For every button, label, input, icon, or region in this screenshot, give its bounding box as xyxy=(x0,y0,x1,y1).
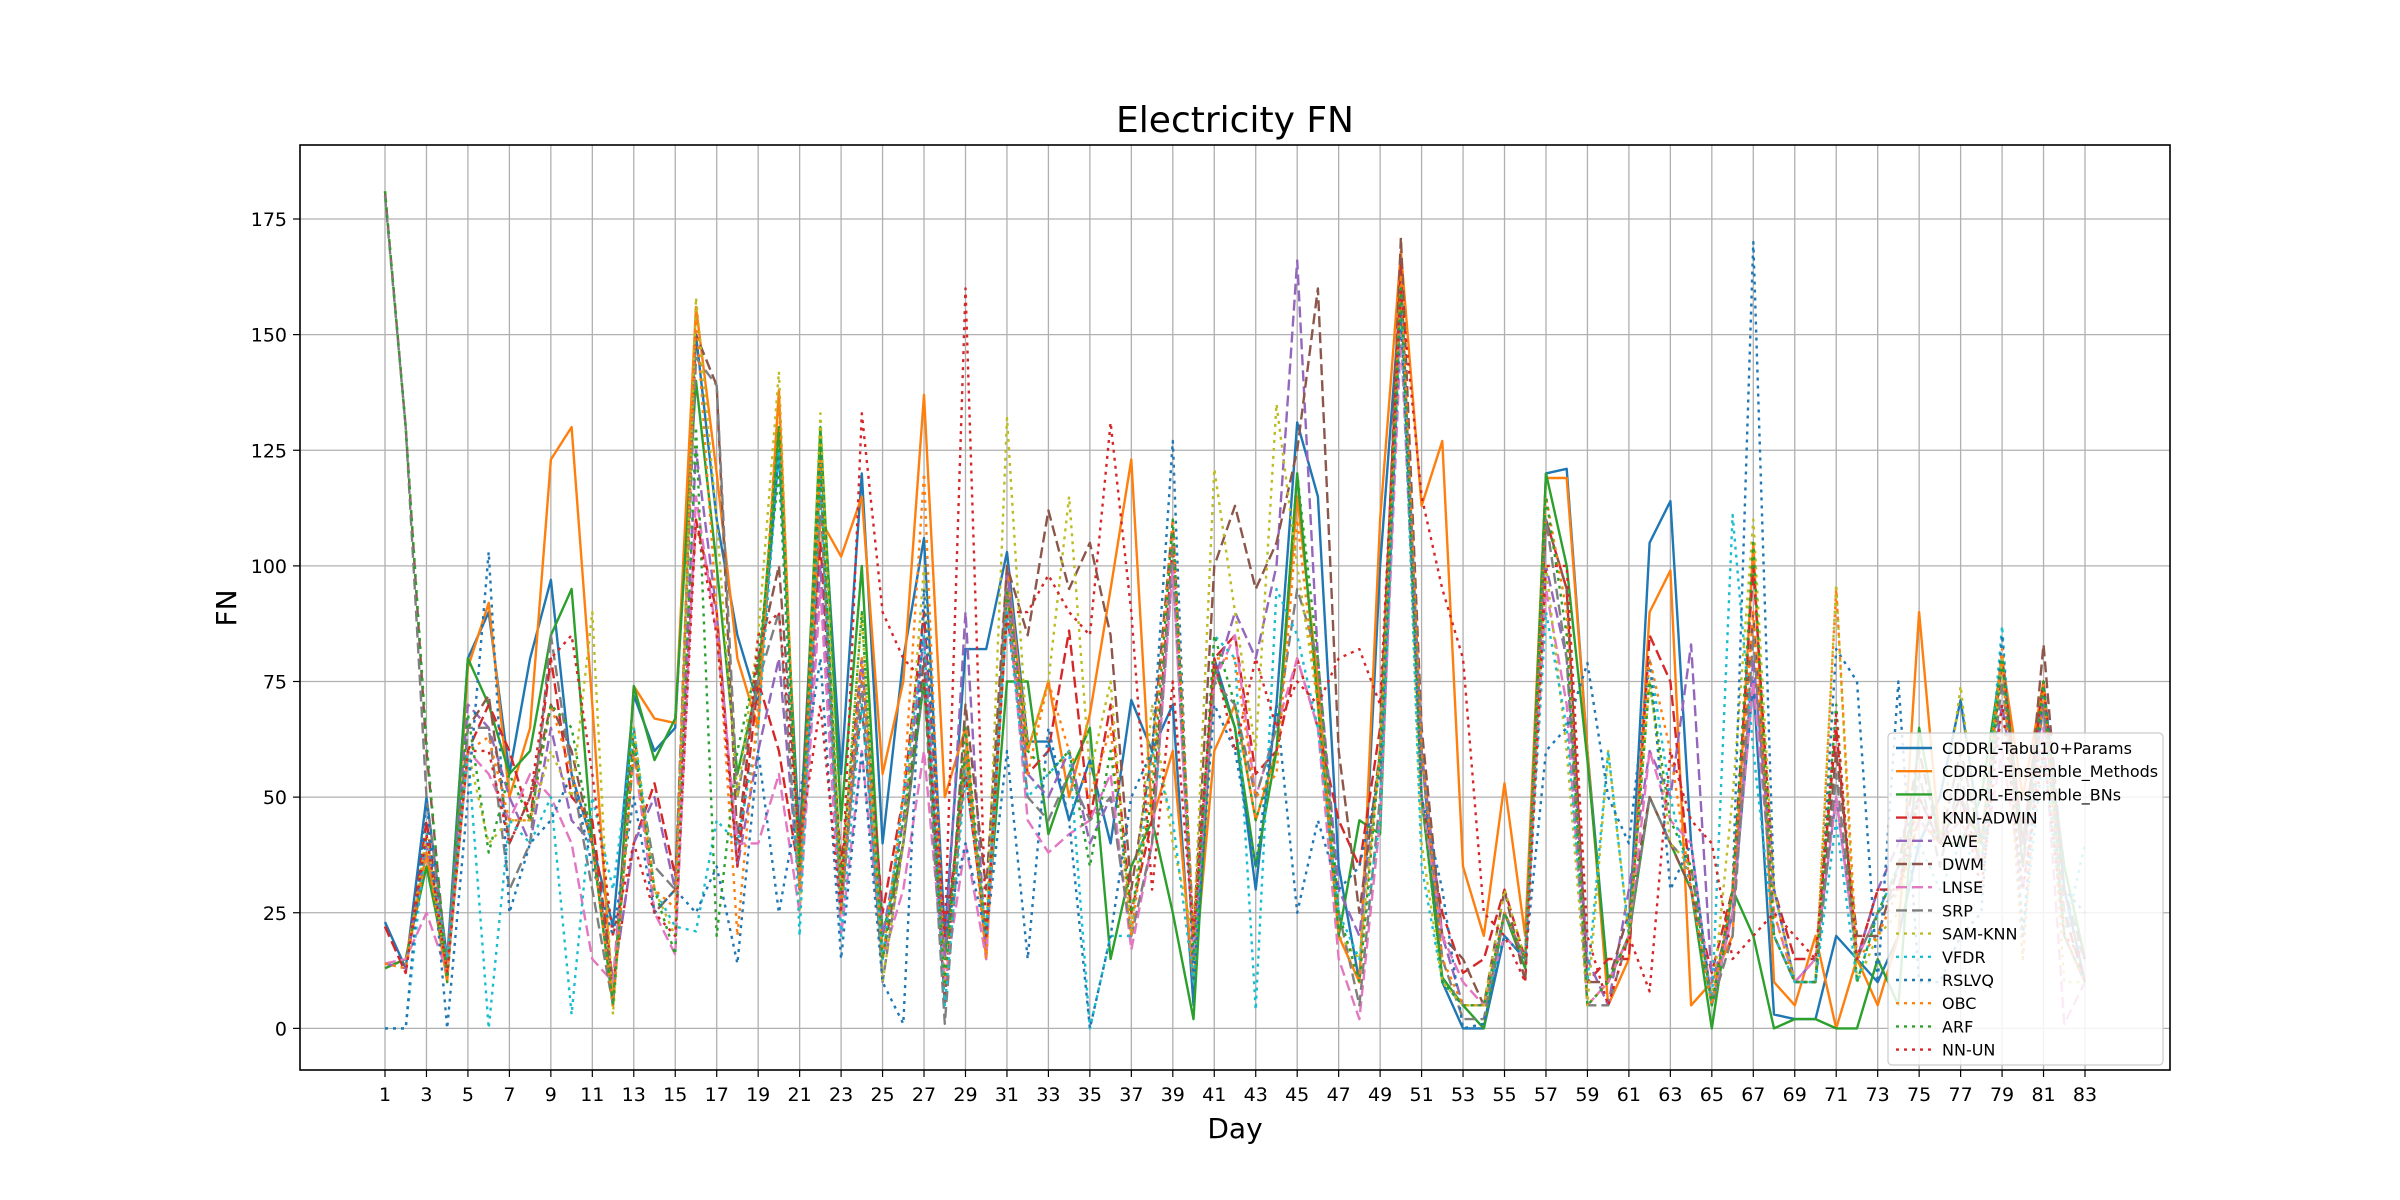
x-tick-label: 61 xyxy=(1617,1084,1641,1106)
x-tick-label: 53 xyxy=(1451,1084,1475,1106)
plot-frame xyxy=(299,144,2171,1071)
x-tick-label: 21 xyxy=(788,1084,812,1106)
x-tick-label: 39 xyxy=(1161,1084,1185,1106)
x-tick-label: 3 xyxy=(420,1084,432,1106)
legend-label: CDDRL-Ensemble_BNs xyxy=(1942,785,2121,805)
x-tick-label: 19 xyxy=(746,1084,770,1106)
x-tick-label: 29 xyxy=(953,1084,977,1106)
x-tick-label: 63 xyxy=(1658,1084,1682,1106)
x-tick-label: 81 xyxy=(2031,1084,2055,1106)
legend-label: RSLVQ xyxy=(1942,971,1994,990)
legend-label: NN-UN xyxy=(1942,1041,1995,1060)
legend-label: KNN-ADWIN xyxy=(1942,809,2038,828)
series-line-9 xyxy=(384,287,2085,1016)
x-tick-label: 17 xyxy=(705,1084,729,1106)
x-tick-label: 13 xyxy=(622,1084,646,1106)
legend-label: OBC xyxy=(1942,994,1976,1013)
x-tick-label: 83 xyxy=(2073,1084,2097,1106)
y-tick-label: 125 xyxy=(251,440,287,462)
x-tick-label: 11 xyxy=(580,1084,604,1106)
x-tick-label: 7 xyxy=(503,1084,515,1106)
x-tick-label: 1 xyxy=(379,1084,391,1106)
x-tick-label: 15 xyxy=(663,1084,687,1106)
x-tick-label: 45 xyxy=(1285,1084,1309,1106)
x-tick-label: 59 xyxy=(1575,1084,1599,1106)
y-tick-label: 100 xyxy=(251,556,287,578)
x-tick-label: 9 xyxy=(545,1084,557,1106)
series-line-10 xyxy=(385,287,2087,1030)
x-tick-label: 25 xyxy=(870,1084,894,1106)
legend: CDDRL-Tabu10+Params CDDRL-Ensemble_Method… xyxy=(1887,732,2164,1066)
series-line-12 xyxy=(384,273,2087,1007)
series-line-8 xyxy=(383,195,2087,1025)
x-tick-label: 35 xyxy=(1078,1084,1102,1106)
series-line-4 xyxy=(383,264,2087,984)
legend-label: LNSE xyxy=(1942,878,1983,897)
y-axis-ticks: 0 25 50 75 100 125 150 175 xyxy=(251,209,300,1040)
x-axis-label: Day xyxy=(1207,1112,1262,1145)
series-line-6 xyxy=(383,191,2087,1007)
x-tick-label: 77 xyxy=(1949,1084,1973,1106)
legend-label: DWM xyxy=(1942,855,1984,874)
x-tick-label: 55 xyxy=(1492,1084,1516,1106)
y-tick-label: 175 xyxy=(251,209,287,231)
legend-label: VFDR xyxy=(1942,948,1986,967)
y-tick-label: 150 xyxy=(251,325,287,347)
legend-label: SAM-KNN xyxy=(1942,925,2017,944)
x-tick-label: 71 xyxy=(1824,1084,1848,1106)
x-tick-label: 5 xyxy=(462,1084,474,1106)
legend-label: CDDRL-Ensemble_Methods xyxy=(1942,762,2158,782)
series-lines xyxy=(383,191,2087,1030)
series-line-7 xyxy=(384,333,2087,1025)
x-axis-ticks: 1 3 5 7 9 11 13 15 17 19 21 23 25 27 29 31 33 35 37 39 41 43 4… xyxy=(379,1070,2097,1106)
x-tick-label: 67 xyxy=(1741,1084,1765,1106)
series-line-3 xyxy=(384,287,2087,1030)
x-tick-label: 33 xyxy=(1036,1084,1060,1106)
x-tick-label: 69 xyxy=(1783,1084,1807,1106)
series-line-5 xyxy=(384,259,2087,1007)
x-tick-label: 51 xyxy=(1409,1084,1433,1106)
x-tick-label: 57 xyxy=(1534,1084,1558,1106)
x-tick-label: 73 xyxy=(1866,1084,1890,1106)
x-tick-label: 49 xyxy=(1368,1084,1392,1106)
x-tick-label: 41 xyxy=(1202,1084,1226,1106)
x-tick-label: 47 xyxy=(1327,1084,1351,1106)
x-tick-label: 27 xyxy=(912,1084,936,1106)
legend-label: AWE xyxy=(1942,832,1978,851)
y-tick-label: 75 xyxy=(263,672,287,694)
x-tick-label: 37 xyxy=(1119,1084,1143,1106)
x-tick-label: 43 xyxy=(1244,1084,1268,1106)
y-tick-label: 50 xyxy=(263,787,287,809)
x-tick-label: 31 xyxy=(995,1084,1019,1106)
legend-box xyxy=(1887,732,2164,1066)
y-tick-label: 25 xyxy=(263,903,287,925)
x-tick-label: 75 xyxy=(1907,1084,1931,1106)
legend-label: CDDRL-Tabu10+Params xyxy=(1942,739,2132,758)
series-line-13 xyxy=(383,191,2087,1007)
y-axis-label: FN xyxy=(210,589,243,626)
legend-label: SRP xyxy=(1942,901,1973,920)
x-tick-label: 23 xyxy=(829,1084,853,1106)
x-tick-label: 79 xyxy=(1990,1084,2014,1106)
series-line-14 xyxy=(383,287,2086,1007)
x-tick-label: 65 xyxy=(1700,1084,1724,1106)
y-tick-label: 0 xyxy=(275,1018,287,1040)
chart-title: Electricity FN xyxy=(1116,100,1354,141)
legend-label: ARF xyxy=(1942,1017,1973,1036)
